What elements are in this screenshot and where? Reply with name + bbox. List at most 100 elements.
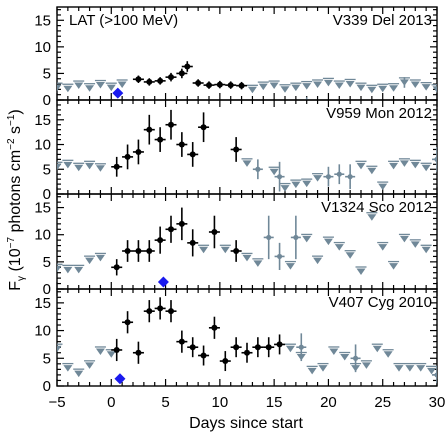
gray-point: [336, 171, 342, 177]
gray-point: [255, 166, 261, 172]
upper-limit-marker: [57, 163, 62, 171]
optical-peak-diamond: [112, 87, 124, 99]
x-tick-label: −5: [48, 394, 65, 411]
upper-limit-marker: [57, 84, 62, 92]
upper-limit-marker: [57, 265, 62, 273]
upper-limit-marker: [253, 260, 263, 267]
panel-marks: [57, 109, 437, 192]
detection-point: [178, 70, 185, 77]
upper-limit-marker: [313, 175, 323, 182]
upper-limit-marker: [334, 244, 344, 251]
gray-point: [293, 234, 299, 241]
detection-point: [168, 74, 174, 81]
detection-point: [157, 77, 164, 84]
detection-point: [157, 305, 164, 312]
detection-point: [135, 76, 142, 83]
upper-limit-marker: [117, 81, 127, 88]
y-tick-label: 0: [43, 378, 51, 395]
upper-limit-marker: [389, 263, 399, 270]
detection-point: [157, 237, 164, 244]
gray-point: [325, 174, 332, 180]
upper-limit-marker: [329, 348, 339, 355]
gray-point: [276, 174, 283, 180]
detection-point: [146, 126, 153, 133]
upper-limit-marker: [361, 362, 371, 369]
y-tick-label: 5: [43, 350, 51, 367]
y-tick-label: 15: [34, 200, 51, 217]
detection-point: [124, 248, 131, 254]
upper-limit-marker: [378, 85, 388, 93]
panel-corner-label: LAT (>100 MeV): [69, 12, 178, 29]
detection-point: [189, 151, 196, 158]
detection-point: [168, 121, 174, 128]
upper-limit-marker: [258, 83, 268, 91]
y-axis-title-exp1: −7: [6, 237, 17, 249]
upper-limit-marker: [74, 164, 84, 172]
detection-point: [189, 239, 196, 246]
y-axis-title-f: F: [7, 281, 24, 291]
upper-limit-marker: [405, 365, 415, 372]
upper-limit-marker: [345, 252, 355, 259]
upper-limit-marker: [302, 83, 312, 90]
y-tick-label: 5: [43, 254, 51, 271]
upper-limit-marker: [74, 82, 84, 90]
upper-limit-marker: [280, 86, 290, 93]
panel-2: 0 5 10 15 V959 Mon 2012: [34, 99, 438, 203]
upper-limit-marker: [63, 365, 73, 372]
y-axis-title: Fγ (10−7 photons cm−2 s−1): [6, 109, 27, 291]
x-tick-label: 30: [429, 394, 446, 411]
upper-limit-marker: [95, 348, 105, 355]
upper-limit-marker: [410, 241, 420, 248]
optical-peak-diamond: [157, 276, 169, 288]
upper-limit-marker: [95, 82, 105, 89]
detection-point: [168, 308, 174, 315]
upper-limit-marker: [378, 183, 388, 191]
y-tick-label: 10: [34, 39, 51, 56]
upper-limit-marker: [421, 164, 431, 172]
upper-limit-marker: [285, 263, 295, 270]
upper-limit-marker: [220, 246, 230, 254]
y-axis-title-s: s: [7, 126, 24, 138]
upper-limit-marker: [285, 345, 295, 353]
y-tick-label: 10: [34, 323, 51, 340]
y-axis-title-exp2: −2: [6, 138, 17, 150]
panel-name-label: V339 Del 2013: [333, 12, 432, 29]
panel-3: 0 5 10 15 V1324 Sco 2012: [34, 193, 438, 298]
upper-limit-marker: [356, 84, 366, 92]
x-tick-label: 0: [107, 394, 115, 411]
detection-point: [157, 136, 164, 143]
y-axis-title-mid: photons cm: [7, 150, 24, 237]
upper-limit-marker: [242, 254, 252, 262]
gray-point: [347, 174, 353, 180]
upper-limit-marker: [269, 168, 279, 176]
detection-point: [178, 141, 185, 148]
panel-name-label: V959 Mon 2012: [326, 105, 432, 122]
y-tick-label: 15: [34, 12, 51, 29]
detection-point: [135, 148, 142, 155]
detection-point: [113, 264, 120, 271]
panel-frame: [56, 288, 438, 387]
optical-peak-diamond: [114, 373, 126, 385]
upper-limit-marker: [106, 84, 116, 92]
upper-limit-marker: [269, 82, 279, 90]
upper-limit-marker: [432, 86, 437, 93]
detection-point: [124, 153, 131, 160]
x-tick-label: 5: [161, 394, 169, 411]
y-tick-label: 15: [34, 112, 51, 129]
detection-point: [227, 82, 234, 89]
upper-limit-marker: [291, 84, 301, 92]
upper-limit-marker: [345, 80, 355, 88]
upper-limit-marker: [307, 367, 317, 375]
upper-limit-marker: [106, 351, 116, 358]
x-tick-label: 15: [266, 394, 283, 411]
gray-point: [276, 253, 283, 260]
detection-point: [113, 346, 120, 353]
panel-4: 0 5 10 15 V407 Cyg 2010: [34, 288, 438, 395]
detection-point: [135, 349, 142, 356]
y-tick-label: 10: [34, 137, 51, 154]
detection-point: [222, 358, 229, 365]
upper-limit-marker: [378, 244, 388, 251]
upper-limit-marker: [399, 160, 409, 167]
y-tick-label: 15: [34, 295, 51, 312]
upper-limit-marker: [95, 254, 105, 262]
